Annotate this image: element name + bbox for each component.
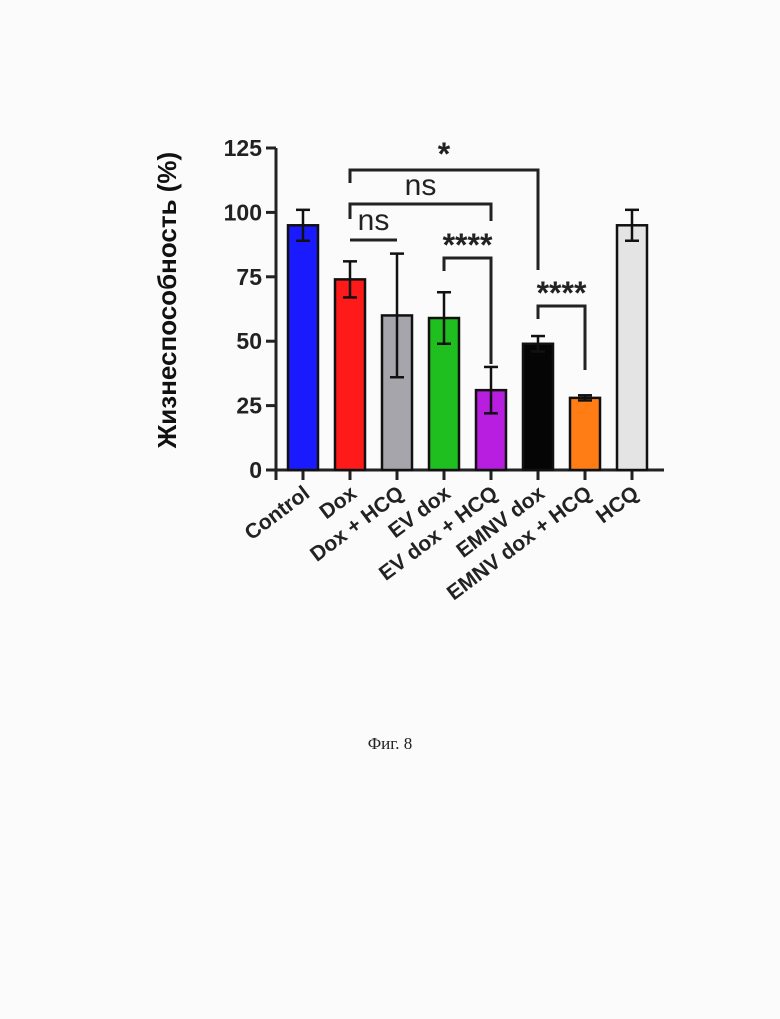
category-labels: ControlDoxDox + HCQEV doxEV dox + HCQEMN…	[241, 481, 643, 605]
y-tick-label: 75	[236, 264, 262, 290]
y-tick-label: 25	[236, 393, 262, 419]
y-tick-label: 125	[224, 135, 263, 161]
bar	[288, 225, 318, 470]
significance-bracket: ns	[350, 204, 397, 240]
bar	[570, 398, 600, 470]
bar	[523, 344, 553, 470]
y-axis-label: Жизнеспособность (%)	[152, 152, 182, 449]
significance-label: ****	[443, 227, 493, 263]
y-tick-label: 0	[249, 457, 262, 483]
significance-label: ns	[358, 204, 390, 237]
significance-label: ns	[405, 169, 437, 202]
significance-label: *	[438, 136, 451, 172]
x-category-label: Control	[241, 482, 314, 545]
bar	[617, 225, 647, 470]
x-category-label: HCQ	[592, 482, 643, 528]
y-tick-label: 50	[236, 328, 262, 354]
y-tick-label: 100	[224, 199, 262, 225]
bar	[335, 279, 365, 470]
significance-label: ****	[537, 275, 587, 311]
figure-caption: Фиг. 8	[0, 734, 780, 754]
